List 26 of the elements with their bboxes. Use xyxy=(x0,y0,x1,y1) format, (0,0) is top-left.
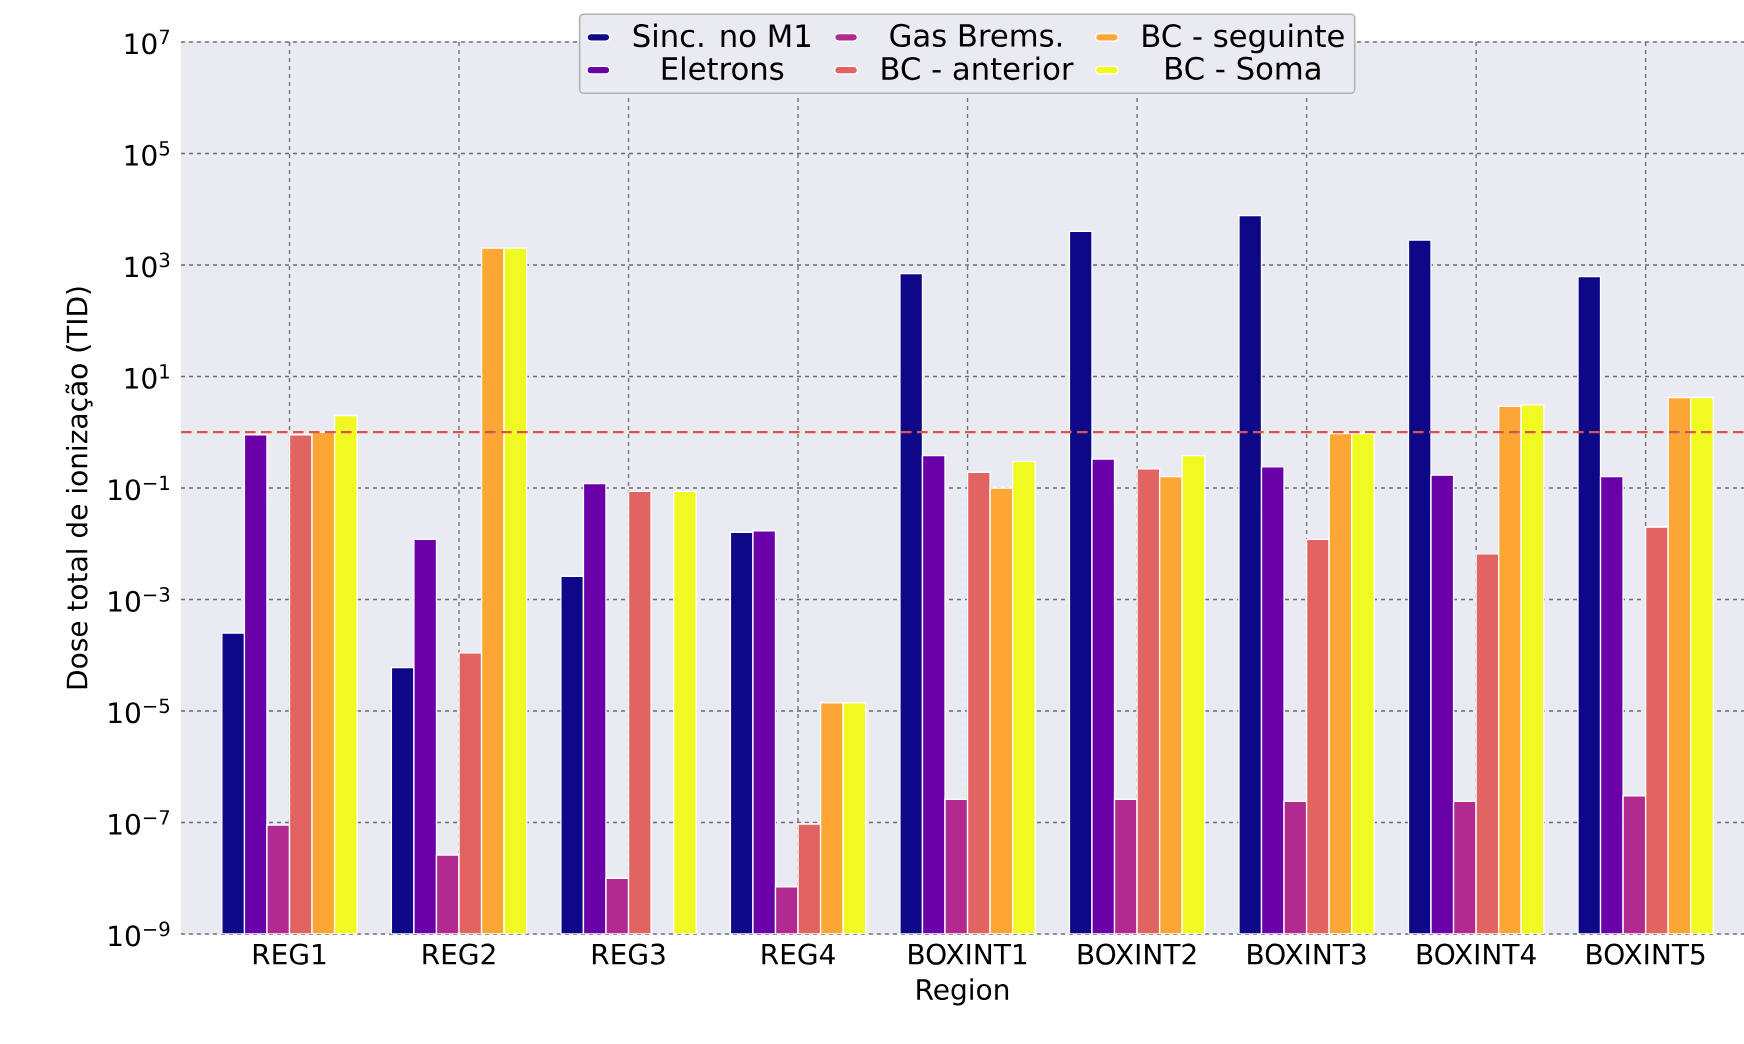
x-tick-label: REG3 xyxy=(592,943,665,965)
legend-label: Gas Brems. xyxy=(890,23,1062,48)
x-tick-label: BOXINT4 xyxy=(1417,943,1536,965)
legend-label: BC - Soma xyxy=(1166,56,1320,80)
y-tick-label: 10$^{5}$ xyxy=(125,141,170,166)
legend-label: Sinc. no M1 xyxy=(633,23,810,48)
y-tick-label: 10$^{−9}$ xyxy=(109,921,170,947)
y-tick-label: 10$^{−5}$ xyxy=(109,698,170,724)
y-tick-label: 10$^{−7}$ xyxy=(109,810,170,835)
x-tick-label: BOXINT2 xyxy=(1078,943,1196,965)
x-tick-label: BOXINT1 xyxy=(909,943,1027,965)
legend-label: Eletrons xyxy=(662,56,784,81)
y-axis-title: Dose total de ionização (TID) xyxy=(65,287,93,689)
x-tick-label: REG4 xyxy=(762,943,835,965)
y-tick-label: 10$^{1}$ xyxy=(125,364,169,389)
y-tick-label: 10$^{7}$ xyxy=(125,29,170,55)
y-tick-label: 10$^{−1}$ xyxy=(109,475,169,501)
x-tick-label: BOXINT5 xyxy=(1587,943,1705,965)
legend-label: BC - anterior xyxy=(882,56,1074,81)
x-tick-label: BOXINT3 xyxy=(1248,943,1366,965)
y-tick-label: 10$^{−3}$ xyxy=(109,587,170,612)
y-tick-label: 10$^{3}$ xyxy=(125,252,170,278)
x-axis-title: Region xyxy=(917,978,1009,1006)
legend-label: BC - seguinte xyxy=(1143,23,1344,54)
x-tick-label: REG1 xyxy=(253,943,326,965)
x-tick-label: REG2 xyxy=(423,943,495,965)
